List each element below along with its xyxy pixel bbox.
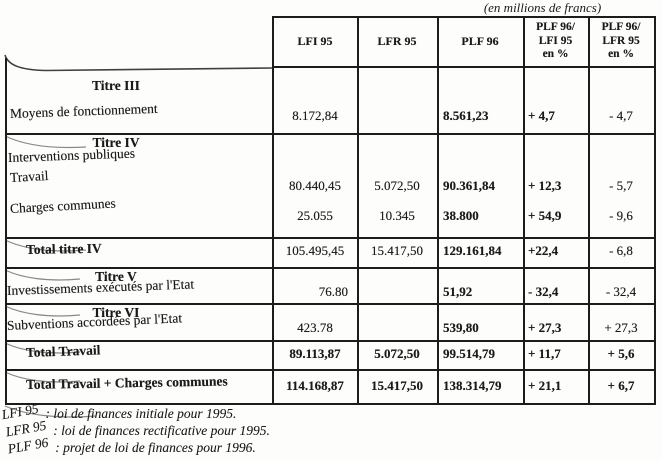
grid-line — [523, 16, 525, 405]
grid-line — [5, 340, 656, 342]
grid-line — [5, 133, 656, 135]
grid-line — [272, 66, 656, 68]
cell-total4-plf96: 129.161,84 — [443, 243, 502, 258]
section-title-titre4: Titre IV — [92, 135, 140, 150]
cell-tottrav-lfr95: 5.072,50 — [374, 346, 420, 361]
cell-subv-pct-lfi: + 27,3 — [528, 320, 562, 335]
header-line: PLF 96/ — [601, 21, 641, 33]
row-label-total-travail-charges: Total Travail + Charges communes — [25, 373, 228, 392]
cell-travail-pct-lfr: - 5,7 — [609, 178, 633, 193]
cell-invest-lfi95: 76.80 — [318, 284, 348, 299]
row-label-charges: Charges communes — [9, 195, 117, 216]
cell-moyens-pct-lfr: - 4,7 — [609, 108, 633, 123]
cell-moyens-lfi95: 8.172,84 — [292, 108, 338, 123]
units-caption: (en millions de francs) — [483, 0, 602, 15]
cell-tottrav-pct-lfi: + 11,7 — [528, 346, 561, 361]
cell-charges-pct-lfi: + 54,9 — [528, 208, 562, 223]
cell-charges-lfr95: 10.345 — [379, 208, 415, 223]
col-header-plf96-lfr95: PLF 96/ LFR 95 en % — [589, 21, 653, 62]
footnote-plf96: PLF 96 : projet de loi de finances pour … — [7, 435, 256, 457]
row-label-total-travail: Total Travail — [25, 342, 101, 360]
cell-charges-lfi95: 25.055 — [297, 208, 333, 223]
cell-travail-plf96: 90.361,84 — [443, 178, 495, 193]
cell-tottcc-lfr95: 15.417,50 — [371, 378, 423, 393]
cell-tottrav-lfi95: 89.113,87 — [289, 346, 341, 361]
cell-travail-lfr95: 5.072,50 — [374, 178, 420, 193]
cell-invest-plf96: 51,92 — [443, 284, 473, 299]
grid-line — [654, 16, 656, 405]
cell-tottcc-pct-lfi: + 21,1 — [528, 378, 562, 393]
cell-subv-plf96: 539,80 — [443, 320, 479, 335]
cell-tottcc-plf96: 138.314,79 — [443, 378, 502, 393]
cell-invest-pct-lfi: - 32,4 — [528, 284, 559, 299]
cell-tottrav-plf96: 99.514,79 — [443, 346, 495, 361]
header-line: PLF 96/ — [536, 21, 575, 33]
grid-line — [588, 16, 590, 405]
grid-line — [272, 16, 274, 405]
section-title-titre6: Titre VI — [92, 305, 140, 320]
grid-line — [5, 58, 7, 405]
grid-line — [5, 303, 656, 305]
header-line: en % — [608, 48, 634, 60]
cell-total4-pct-lfr: - 6,8 — [609, 243, 633, 258]
cell-subv-pct-lfr: + 27,3 — [604, 320, 638, 335]
col-header-lfi95: LFI 95 — [297, 34, 333, 48]
grid-line — [437, 16, 439, 405]
row-label-moyens: Moyens de fonctionnement — [9, 100, 158, 121]
row-label-total-titre4: Total titre IV — [25, 240, 102, 257]
cell-charges-pct-lfr: - 9,6 — [609, 208, 633, 223]
grid-line — [272, 16, 656, 18]
footnote-definition: : loi de finances initiale pour 1995. — [45, 406, 237, 421]
footnote-lfr95: LFR 95 : loi de finances rectificative p… — [5, 418, 270, 440]
section-title-titre3: Titre III — [92, 78, 140, 93]
header-line: LFR 95 — [602, 34, 640, 47]
cell-total4-lfr95: 15.417,50 — [371, 243, 423, 258]
grid-line — [5, 403, 656, 405]
cell-travail-pct-lfi: + 12,3 — [528, 178, 562, 193]
footnote-lfi95: LFI 95 : loi de finances initiale pour 1… — [1, 401, 237, 422]
cell-invest-pct-lfr: - 32,4 — [605, 284, 637, 299]
cell-travail-lfi95: 80.440,45 — [289, 178, 341, 193]
header-line: LFI 95 — [538, 34, 573, 47]
header-line: en % — [542, 48, 569, 60]
col-header-lfr95: LFR 95 — [377, 34, 417, 48]
cell-subv-lfi95: 423.78 — [297, 320, 333, 335]
grid-line — [5, 369, 656, 371]
footnote-definition: : projet de loi de finances pour 1996. — [55, 440, 256, 455]
row-label-travail: Travail — [9, 167, 49, 185]
grid-line — [5, 237, 656, 239]
grid-line — [5, 267, 656, 269]
cell-tottcc-pct-lfr: + 6,7 — [607, 378, 635, 393]
footnote-definition: : loi de finances rectificative pour 199… — [53, 423, 270, 438]
cell-charges-plf96: 38.800 — [443, 208, 479, 223]
col-header-plf96-lfi95: PLF 96/ LFI 95 en % — [524, 21, 587, 62]
cell-tottcc-lfi95: 114.168,87 — [286, 378, 344, 393]
grid-line — [357, 16, 359, 405]
section-subtitle-interventions: Interventions publiques — [7, 145, 136, 165]
cell-moyens-plf96: 8.561,23 — [443, 108, 489, 123]
col-header-plf96: PLF 96 — [461, 34, 499, 48]
cell-total4-lfi95: 105.495,45 — [285, 243, 345, 258]
cell-moyens-pct-lfi: + 4,7 — [528, 108, 555, 123]
cell-tottrav-pct-lfr: + 5,6 — [607, 346, 635, 361]
cell-total4-pct-lfi: +22,4 — [528, 243, 559, 258]
section-title-titre5: Titre V — [95, 269, 137, 284]
